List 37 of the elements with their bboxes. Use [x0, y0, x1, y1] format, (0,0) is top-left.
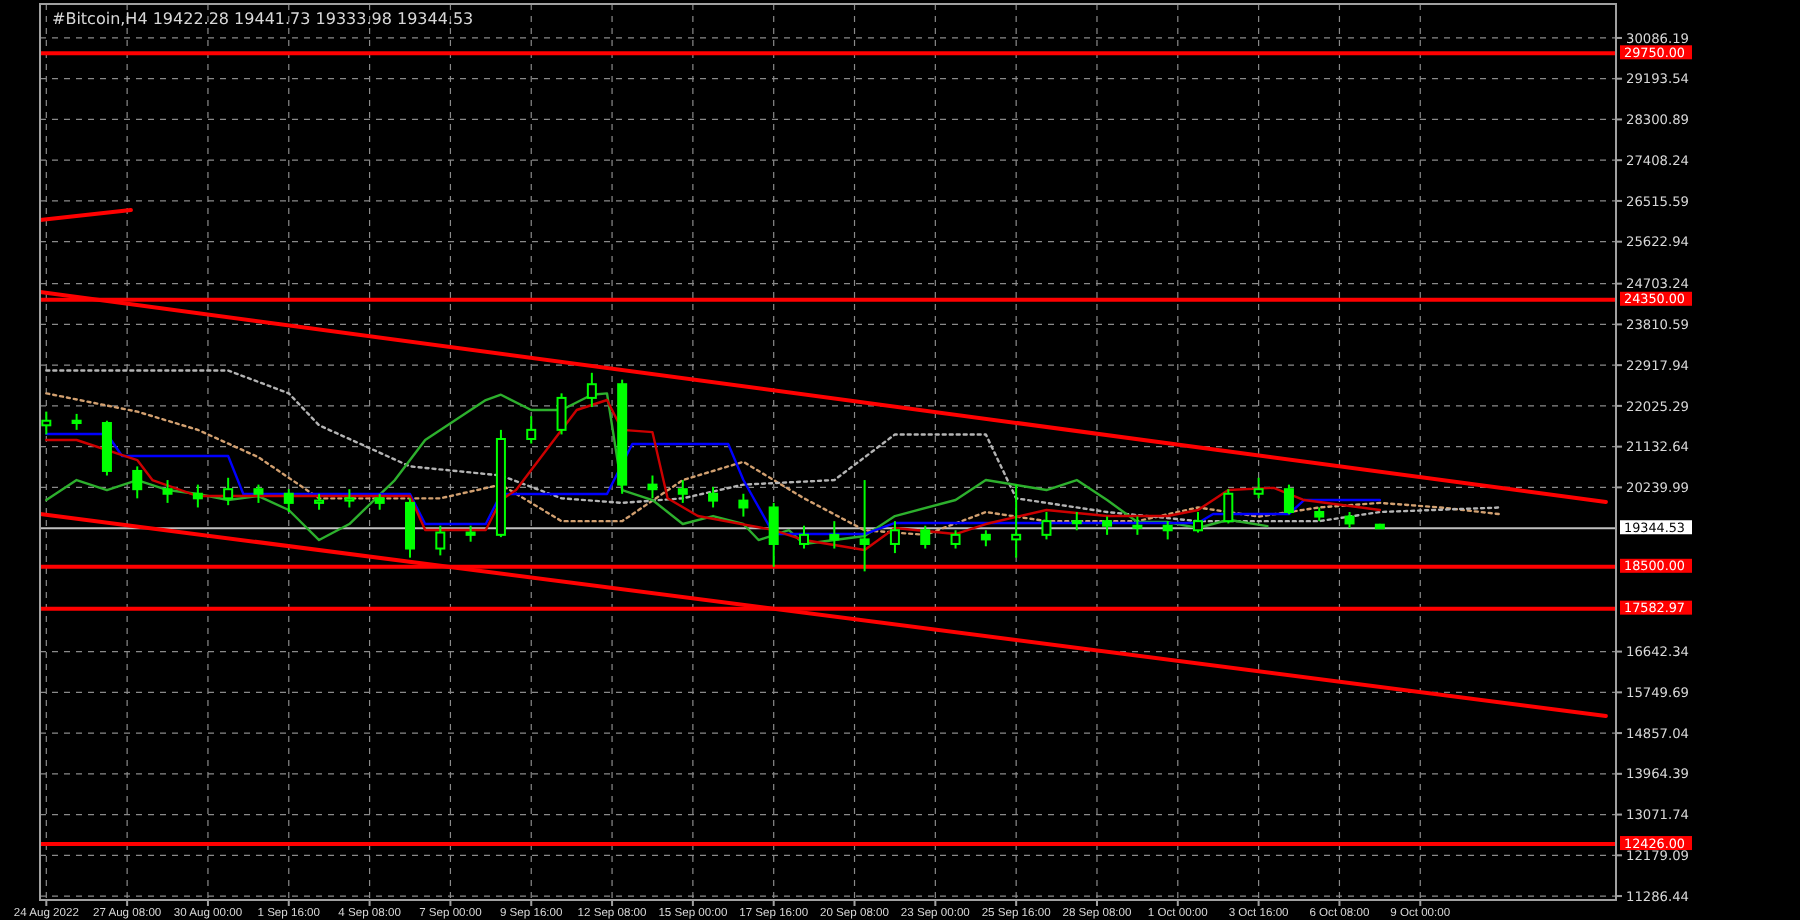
- candlestick: [344, 488, 355, 509]
- candlestick: [586, 371, 597, 409]
- candlestick: [132, 465, 143, 500]
- candlestick: [405, 497, 416, 559]
- candlestick: [283, 488, 294, 514]
- candlestick: [859, 479, 870, 573]
- candlestick: [223, 476, 234, 507]
- candlestick: [101, 419, 112, 477]
- candlestick: [1162, 520, 1173, 541]
- candlestick: [1132, 515, 1143, 536]
- candlestick: [738, 492, 749, 518]
- candlestick: [889, 520, 900, 555]
- candlestick: [1193, 511, 1204, 534]
- candlestick: [162, 479, 173, 504]
- candlestick: [1223, 488, 1234, 525]
- candlestick: [253, 483, 264, 504]
- line-series: [45, 398, 1382, 552]
- candlestick: [435, 524, 446, 557]
- candlestick: [1011, 483, 1022, 559]
- candlestick: [192, 483, 203, 509]
- candlestick: [1041, 511, 1052, 541]
- candlestick: [829, 520, 840, 550]
- candlestick: [920, 524, 931, 550]
- candlestick: [1102, 515, 1113, 536]
- candlestick: [526, 415, 537, 445]
- candlestick: [950, 529, 961, 550]
- candlestick: [677, 479, 688, 504]
- candlestick: [556, 392, 567, 436]
- candlestick: [1253, 476, 1264, 500]
- candlestick: [768, 501, 779, 568]
- candlestick: [1283, 483, 1294, 516]
- candlestick: [647, 474, 658, 500]
- candlestick: [41, 410, 52, 436]
- candlestick: [1071, 511, 1082, 532]
- candlestick: [799, 524, 810, 550]
- chart-title: #Bitcoin,H4 19422.28 19441.73 19333.98 19344.53: [52, 10, 474, 28]
- candlestick: [708, 485, 719, 509]
